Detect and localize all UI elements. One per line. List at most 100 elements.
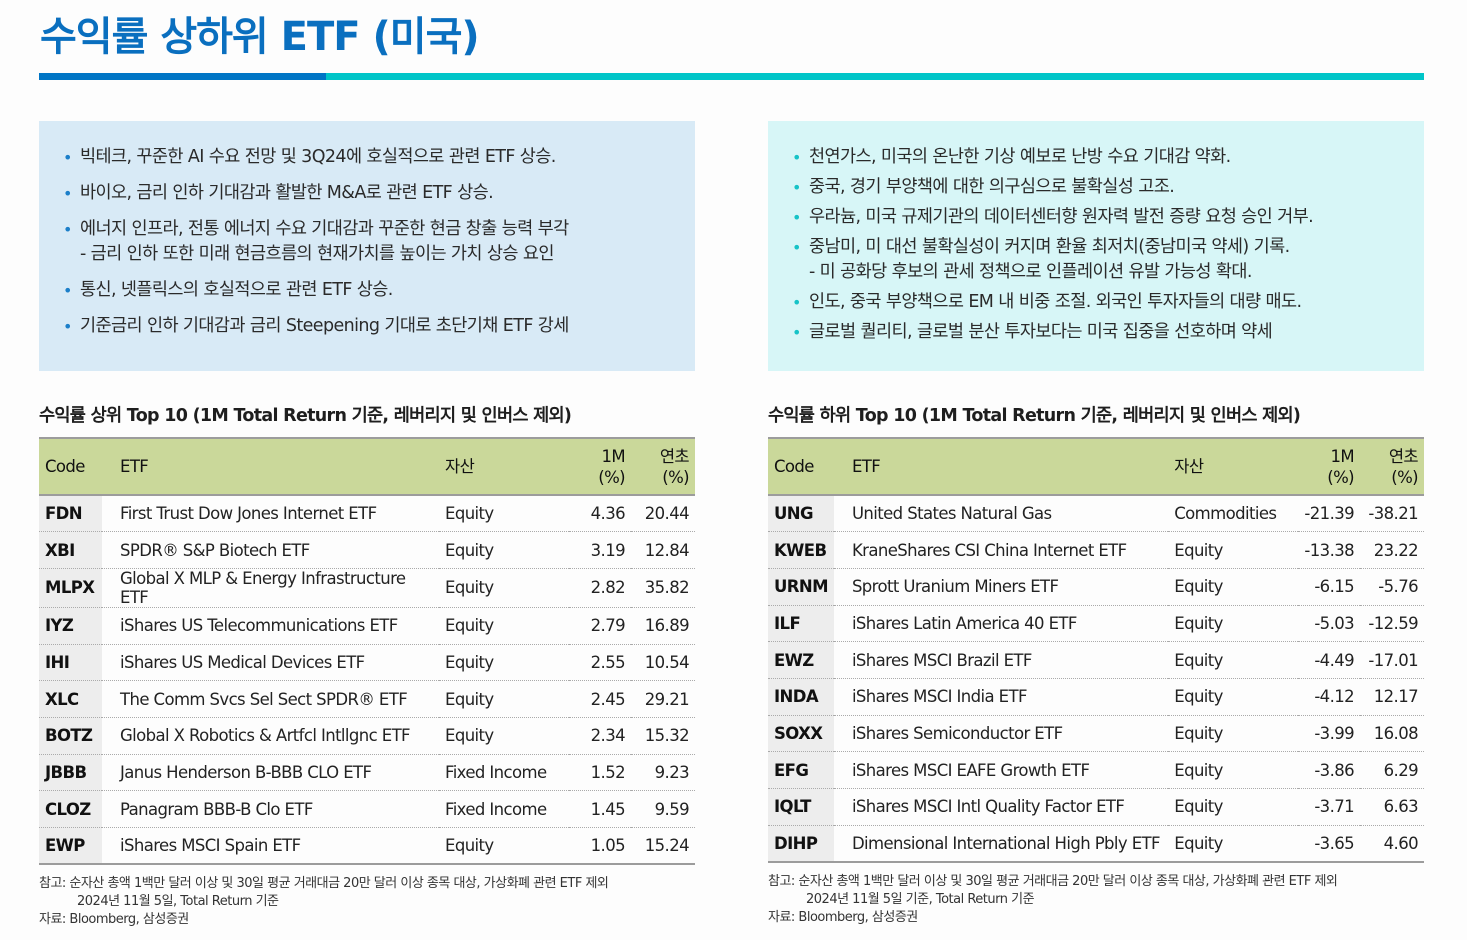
bullet-icon: • xyxy=(792,208,801,227)
summary-item: • 글로벌 퀄리티, 글로벌 분산 투자보다는 미국 집중을 선호하며 약세 xyxy=(790,320,1404,345)
etf-name: Janus Henderson B-BBB CLO ETF xyxy=(102,754,439,792)
etf-1m-return: 1.45 xyxy=(569,790,631,828)
etf-1m-return: -13.38 xyxy=(1298,531,1361,569)
etf-code: SOXX xyxy=(768,715,834,753)
summary-item: • 우라늄, 미국 규제기관의 데이터센터향 원자력 발전 증량 요청 승인 거부… xyxy=(790,205,1404,230)
header-1m: 1M (%) xyxy=(598,446,625,487)
etf-asset: Equity xyxy=(439,680,569,718)
etf-1m-return: 1.52 xyxy=(569,754,631,792)
etf-name: United States Natural Gas xyxy=(833,495,1169,533)
etf-ytd-return: 15.32 xyxy=(631,717,695,755)
table-row: IQLT iShares MSCI Intl Quality Factor ETF… xyxy=(768,788,1424,826)
title-divider xyxy=(39,73,1424,80)
etf-ytd-return: 6.29 xyxy=(1360,751,1424,789)
title-divider-blue xyxy=(39,73,326,80)
table-row: ILF iShares Latin America 40 ETF Equity -5.… xyxy=(768,605,1424,643)
etf-code: MLPX xyxy=(39,568,102,608)
etf-name: iShares US Telecommunications ETF xyxy=(102,607,439,645)
header-ytd: 연초 (%) xyxy=(659,446,690,487)
etf-code: URNM xyxy=(768,568,834,606)
etf-code: UNG xyxy=(768,495,834,533)
etf-name: Global X Robotics & Artfcl Intllgnc ETF xyxy=(102,717,439,755)
note-line: 참고: 순자산 총액 1백만 달러 이상 및 30일 평균 거래대금 20만 달… xyxy=(768,873,1338,889)
etf-name: iShares MSCI India ETF xyxy=(833,678,1169,716)
table-row: UNG United States Natural Gas Commodities -… xyxy=(768,495,1424,533)
etf-asset: Equity xyxy=(1168,641,1299,679)
etf-asset: Commodities xyxy=(1168,495,1299,533)
etf-ytd-return: 15.24 xyxy=(631,827,695,866)
etf-ytd-return: 12.84 xyxy=(631,531,695,569)
etf-asset: Equity xyxy=(439,568,569,608)
etf-name: iShares US Medical Devices ETF xyxy=(102,644,439,682)
etf-1m-return: -6.15 xyxy=(1298,568,1361,606)
header-etf: ETF xyxy=(120,457,149,476)
summary-list: • 빅테크, 꾸준한 AI 수요 전망 및 3Q24에 호실적으로 관련 ETF … xyxy=(61,145,675,339)
summary-list: • 천연가스, 미국의 온난한 기상 예보로 난방 수요 기대감 약화. • 중국,… xyxy=(790,145,1404,345)
etf-ytd-return: 29.21 xyxy=(631,680,695,718)
etf-asset: Equity xyxy=(1168,788,1299,826)
etf-name: SPDR® S&P Biotech ETF xyxy=(102,531,439,569)
table-row: MLPX Global X MLP & Energy Infrastructure… xyxy=(39,568,695,608)
header-ytd: 연초 (%) xyxy=(1388,446,1419,487)
etf-1m-return: -3.99 xyxy=(1298,715,1361,753)
etf-ytd-return: 4.60 xyxy=(1360,825,1424,863)
bullet-icon: • xyxy=(63,220,72,239)
summary-item: • 빅테크, 꾸준한 AI 수요 전망 및 3Q24에 호실적으로 관련 ETF … xyxy=(61,145,675,170)
summary-item: • 천연가스, 미국의 온난한 기상 예보로 난방 수요 기대감 약화. xyxy=(790,145,1404,170)
top-performers-panel: • 빅테크, 꾸준한 AI 수요 전망 및 3Q24에 호실적으로 관련 ETF … xyxy=(39,121,695,929)
bullet-icon: • xyxy=(792,148,801,167)
source-line: 자료: Bloomberg, 삼성증권 xyxy=(768,909,918,925)
etf-1m-return: -3.71 xyxy=(1298,788,1361,826)
etf-name: Sprott Uranium Miners ETF xyxy=(833,568,1169,606)
table-row: XBI SPDR® S&P Biotech ETF Equity 3.19 12.84 xyxy=(39,531,695,569)
bottom-performers-table: Code ETF 자산 1M (%) 연초 (%) UNG United States… xyxy=(768,437,1424,863)
etf-name: iShares MSCI EAFE Growth ETF xyxy=(833,751,1169,789)
etf-ytd-return: -38.21 xyxy=(1360,495,1424,533)
etf-ytd-return: 16.89 xyxy=(631,607,695,645)
etf-asset: Equity xyxy=(439,531,569,569)
bullet-icon: • xyxy=(63,184,72,203)
etf-1m-return: -3.86 xyxy=(1298,751,1361,789)
table-row: IYZ iShares US Telecommunications ETF Equi… xyxy=(39,607,695,645)
etf-code: KWEB xyxy=(768,531,834,569)
bullet-icon: • xyxy=(63,281,72,300)
etf-name: First Trust Dow Jones Internet ETF xyxy=(102,495,439,533)
etf-1m-return: -4.49 xyxy=(1298,641,1361,679)
etf-1m-return: 2.79 xyxy=(569,607,631,645)
source-line: 자료: Bloomberg, 삼성증권 xyxy=(39,912,189,928)
summary-item: • 기준금리 인하 기대감과 금리 Steepening 기대로 초단기채 ETF… xyxy=(61,314,675,339)
etf-ytd-return: 20.44 xyxy=(631,495,695,533)
etf-1m-return: 2.34 xyxy=(569,717,631,755)
note-line: 참고: 순자산 총액 1백만 달러 이상 및 30일 평균 거래대금 20만 달… xyxy=(39,876,609,892)
etf-name: Panagram BBB-B Clo ETF xyxy=(102,790,439,828)
etf-asset: Equity xyxy=(1168,531,1299,569)
etf-1m-return: -5.03 xyxy=(1298,605,1361,643)
etf-ytd-return: -5.76 xyxy=(1360,568,1424,606)
top-performers-summary: • 빅테크, 꾸준한 AI 수요 전망 및 3Q24에 호실적으로 관련 ETF … xyxy=(39,121,695,371)
header-asset: 자산 xyxy=(445,457,475,476)
bullet-icon: • xyxy=(792,238,801,257)
etf-name: Dimensional International High Pbly ETF xyxy=(833,825,1169,863)
summary-sub-item: - 금리 인하 또한 미래 현금흐름의 현재가치를 높이는 가치 상승 요인 xyxy=(80,244,554,264)
etf-ytd-return: 12.17 xyxy=(1360,678,1424,716)
table-notes: 참고: 순자산 총액 1백만 달러 이상 및 30일 평균 거래대금 20만 달… xyxy=(768,873,1424,927)
summary-item: • 통신, 넷플릭스의 호실적으로 관련 ETF 상승. xyxy=(61,278,675,303)
etf-asset: Equity xyxy=(1168,678,1299,716)
summary-item: • 인도, 중국 부양책으로 EM 내 비중 조절. 외국인 투자자들의 대량 매… xyxy=(790,290,1404,315)
etf-asset: Fixed Income xyxy=(439,790,569,828)
summary-item: • 바이오, 금리 인하 기대감과 활발한 M&A로 관련 ETF 상승. xyxy=(61,181,675,206)
etf-code: INDA xyxy=(768,678,834,716)
etf-ytd-return: 23.22 xyxy=(1360,531,1424,569)
table-row: EFG iShares MSCI EAFE Growth ETF Equity -3.… xyxy=(768,751,1424,789)
etf-code: XLC xyxy=(39,680,102,718)
table-row: BOTZ Global X Robotics & Artfcl Intllgnc … xyxy=(39,717,695,755)
etf-asset: Equity xyxy=(1168,715,1299,753)
etf-code: ILF xyxy=(768,605,834,643)
etf-asset: Equity xyxy=(1168,605,1299,643)
table-row: EWZ iShares MSCI Brazil ETF Equity -4.49 -17… xyxy=(768,641,1424,679)
table-row: XLC The Comm Svcs Sel Sect SPDR® ETF Equit… xyxy=(39,680,695,718)
etf-asset: Equity xyxy=(439,827,569,866)
table-header-row: Code ETF 자산 1M (%) 연초 (%) xyxy=(768,438,1424,495)
table-notes: 참고: 순자산 총액 1백만 달러 이상 및 30일 평균 거래대금 20만 달… xyxy=(39,875,695,929)
etf-asset: Equity xyxy=(439,644,569,682)
